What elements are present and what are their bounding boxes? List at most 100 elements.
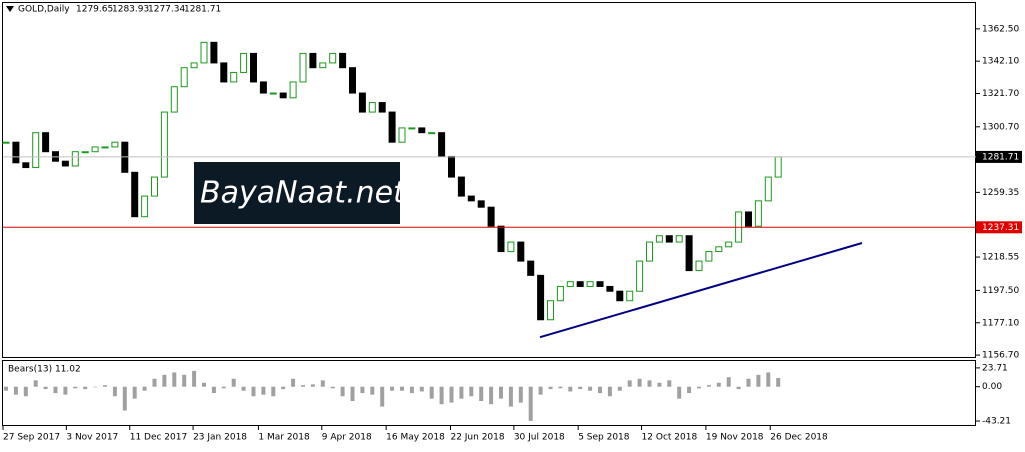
candle — [576, 281, 584, 287]
watermark: BayaNaat.net — [194, 162, 406, 224]
candle — [42, 132, 50, 153]
bar — [677, 386, 682, 399]
candle — [754, 200, 762, 227]
candle — [250, 52, 257, 83]
bar — [588, 386, 593, 391]
candle — [220, 62, 228, 83]
bar — [657, 382, 662, 387]
candle — [141, 195, 149, 218]
bar — [122, 386, 127, 411]
candle — [180, 67, 188, 88]
candle — [91, 146, 99, 153]
bar — [518, 386, 523, 403]
candle — [745, 211, 752, 227]
candle — [556, 285, 564, 302]
candle — [487, 206, 495, 227]
hline-label: 1237.31 — [982, 223, 1019, 233]
x-tick-label: 19 Nov 2018 — [706, 433, 764, 443]
bar — [429, 386, 434, 399]
x-tick-label: 16 May 2018 — [386, 433, 445, 443]
candle — [606, 285, 614, 292]
candle — [685, 235, 693, 272]
hline-label-box — [976, 221, 1022, 234]
y-tick-label: -43.21 — [982, 417, 1011, 427]
candle — [547, 300, 554, 321]
bar — [598, 386, 602, 394]
bar — [647, 380, 652, 387]
x-tick-label: 3 Nov 2017 — [66, 433, 118, 443]
y-tick-label: 1342.10 — [982, 57, 1019, 67]
bar — [637, 378, 642, 387]
candle — [289, 81, 297, 99]
bar — [33, 380, 38, 387]
bar — [578, 386, 583, 390]
candle — [586, 281, 594, 287]
candle — [665, 235, 673, 243]
candle — [309, 52, 317, 69]
y-tick-label: 1177.10 — [982, 318, 1019, 328]
candle — [596, 281, 604, 287]
bar — [776, 377, 781, 387]
price-label: 1281.71 — [982, 152, 1019, 162]
bar — [548, 386, 553, 390]
bar — [726, 377, 731, 387]
candle — [725, 241, 733, 248]
bar — [716, 382, 721, 387]
candle — [151, 176, 158, 197]
candle — [626, 290, 634, 302]
x-tick-label: 27 Sep 2017 — [3, 433, 60, 443]
candle — [774, 156, 782, 178]
bar — [251, 386, 256, 397]
bar — [538, 386, 543, 395]
y-tick-label: 1362.50 — [982, 24, 1019, 34]
bar — [667, 380, 672, 387]
candle — [527, 260, 535, 276]
bar — [152, 378, 157, 387]
bar — [142, 386, 147, 391]
bar — [43, 386, 48, 390]
y-tick-label: 0.00 — [982, 382, 1002, 392]
x-tick-label: 22 Jun 2018 — [450, 433, 504, 443]
candle — [675, 235, 683, 243]
indicator-panel-frame — [2, 360, 976, 426]
bar — [697, 386, 701, 389]
bar — [499, 386, 503, 399]
candle — [170, 86, 178, 113]
candle — [378, 102, 386, 113]
bar — [132, 386, 137, 399]
price-label-box — [976, 150, 1022, 163]
candle — [655, 235, 663, 243]
candle — [32, 132, 40, 169]
y-tick-label: 1156.70 — [982, 351, 1019, 361]
candle — [408, 127, 416, 130]
candle — [131, 171, 139, 218]
y-tick-label: 23.71 — [982, 363, 1008, 373]
panel-arrow — [6, 6, 14, 12]
bar — [380, 386, 385, 407]
candle — [517, 241, 525, 262]
bar — [271, 386, 276, 397]
candle — [61, 160, 69, 167]
bar — [53, 386, 58, 394]
candle — [616, 290, 624, 302]
candle — [438, 132, 446, 157]
candle — [705, 251, 713, 262]
bar — [291, 378, 296, 387]
bar — [687, 386, 692, 394]
candle — [349, 67, 356, 94]
candle — [210, 41, 218, 64]
bar — [231, 378, 236, 387]
x-tick-label: 11 Dec 2017 — [130, 433, 188, 443]
candle — [71, 151, 79, 167]
candle — [715, 246, 723, 253]
bar — [607, 386, 612, 397]
bar — [459, 386, 464, 399]
bar — [627, 380, 632, 387]
ohlc-value: 1281.71 — [184, 5, 221, 15]
x-tick-label: 9 Apr 2018 — [322, 433, 372, 443]
bar — [479, 386, 484, 402]
candle — [764, 176, 772, 202]
candle — [428, 132, 436, 135]
bar — [23, 386, 28, 397]
